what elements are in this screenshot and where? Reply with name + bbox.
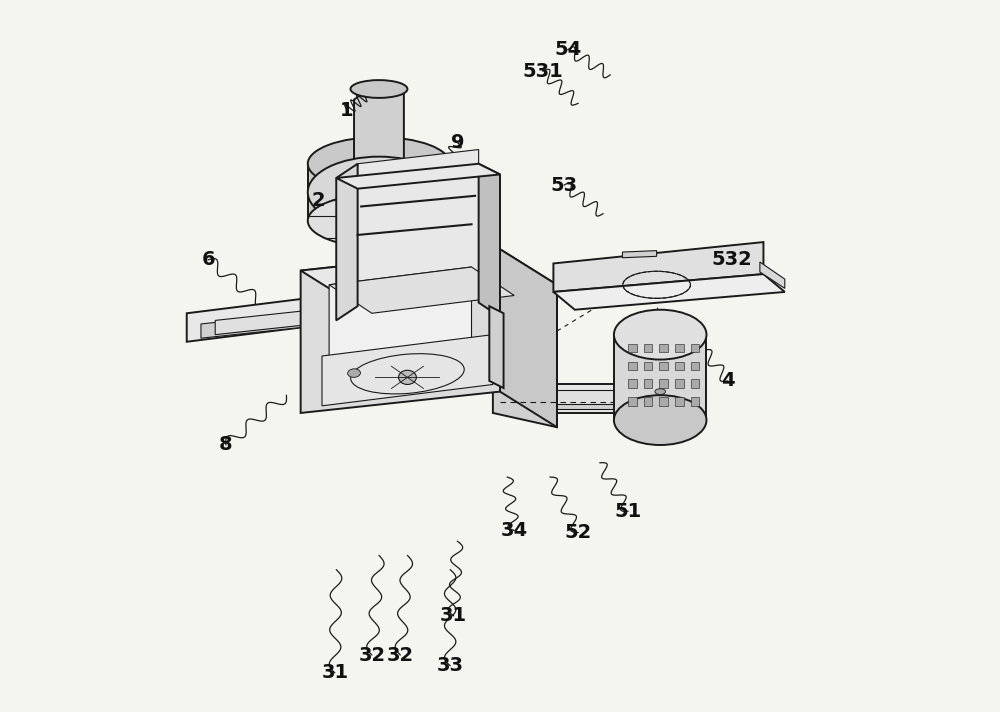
Bar (644, 344, 652, 352)
Polygon shape (493, 271, 557, 427)
Bar (628, 397, 637, 406)
Bar (644, 397, 652, 406)
Polygon shape (336, 164, 358, 320)
Bar (691, 379, 699, 388)
Text: 531: 531 (522, 62, 563, 80)
Polygon shape (500, 249, 557, 427)
Text: 54: 54 (554, 41, 581, 59)
Ellipse shape (348, 369, 360, 377)
Text: 31: 31 (321, 664, 348, 682)
Polygon shape (187, 285, 415, 342)
Bar (675, 397, 684, 406)
Text: 32: 32 (358, 646, 385, 664)
Bar (644, 379, 652, 388)
Text: 4: 4 (721, 372, 735, 390)
Ellipse shape (308, 157, 450, 228)
Bar (659, 379, 668, 388)
Polygon shape (329, 267, 472, 370)
Bar (691, 397, 699, 406)
Polygon shape (329, 267, 514, 313)
Text: 52: 52 (565, 523, 592, 542)
Polygon shape (500, 395, 685, 409)
Ellipse shape (350, 80, 407, 98)
Polygon shape (358, 150, 479, 306)
Polygon shape (622, 251, 657, 258)
Text: 9: 9 (451, 133, 464, 152)
Text: 2: 2 (312, 192, 325, 210)
Text: 6: 6 (201, 251, 215, 269)
Bar (628, 344, 637, 352)
Text: 31: 31 (440, 607, 467, 625)
Ellipse shape (308, 137, 450, 191)
Polygon shape (215, 300, 400, 335)
Bar (644, 362, 652, 370)
Polygon shape (760, 262, 785, 288)
Ellipse shape (655, 389, 666, 394)
Polygon shape (489, 306, 504, 388)
Text: 532: 532 (711, 251, 752, 269)
Text: 51: 51 (615, 502, 642, 520)
Polygon shape (507, 390, 685, 404)
Polygon shape (479, 164, 500, 317)
Ellipse shape (614, 310, 706, 360)
Bar (628, 362, 637, 370)
Text: 1: 1 (340, 101, 354, 120)
Bar (691, 362, 699, 370)
Polygon shape (301, 249, 500, 413)
Bar (659, 344, 668, 352)
Polygon shape (553, 274, 785, 310)
Polygon shape (493, 384, 699, 413)
Polygon shape (614, 335, 706, 420)
Bar (659, 362, 668, 370)
Bar (691, 344, 699, 352)
Bar (675, 362, 684, 370)
Ellipse shape (614, 395, 706, 445)
Ellipse shape (399, 370, 416, 384)
Bar (675, 344, 684, 352)
Text: 33: 33 (437, 656, 464, 675)
Polygon shape (322, 335, 493, 406)
Polygon shape (553, 242, 763, 292)
Polygon shape (201, 303, 400, 338)
Bar (628, 379, 637, 388)
Polygon shape (308, 164, 450, 221)
Bar (675, 379, 684, 388)
Ellipse shape (308, 194, 450, 248)
Polygon shape (354, 89, 404, 164)
Polygon shape (336, 164, 500, 189)
Bar (659, 397, 668, 406)
Text: 8: 8 (219, 436, 233, 454)
Text: 32: 32 (387, 646, 414, 664)
Text: 34: 34 (501, 521, 528, 540)
Polygon shape (301, 249, 557, 306)
Text: 53: 53 (551, 176, 578, 194)
